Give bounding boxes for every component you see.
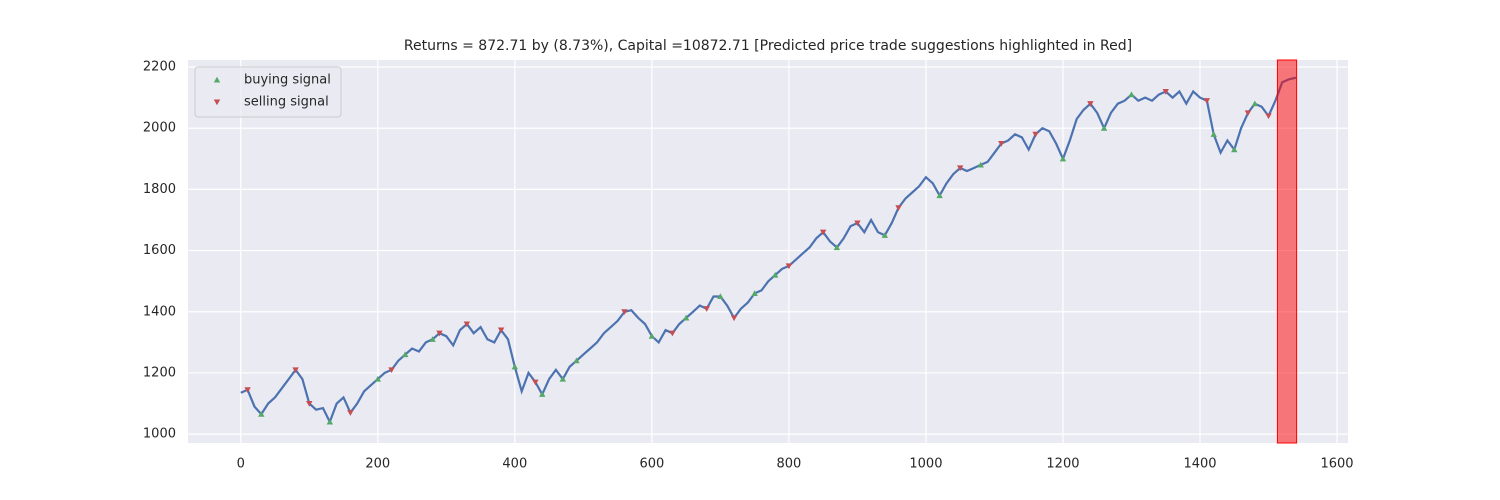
y-tick-label: 1000 <box>143 427 176 442</box>
signal-marker <box>463 321 471 328</box>
signal-marker <box>621 309 628 315</box>
y-tick-label: 2000 <box>143 121 176 136</box>
signal-marker <box>388 367 395 374</box>
legend-label: selling signal <box>244 95 329 110</box>
signal-marker <box>436 330 443 337</box>
signal-marker <box>785 263 793 270</box>
signal-marker <box>819 229 827 236</box>
signal-marker <box>648 333 656 339</box>
signal-marker <box>532 379 539 386</box>
signal-marker <box>292 367 299 374</box>
signal-marker <box>573 357 580 364</box>
signal-marker <box>881 232 889 238</box>
signal-marker <box>1265 113 1272 120</box>
signal-marker <box>1059 155 1067 162</box>
chart-title: Returns = 872.71 by (8.73%), Capital =10… <box>404 38 1132 54</box>
legend-marker <box>213 76 221 83</box>
signal-marker <box>1203 98 1211 104</box>
x-tick-label: 600 <box>639 457 664 472</box>
signal-marker <box>703 306 710 312</box>
price-line <box>240 76 1297 425</box>
x-tick-label: 1400 <box>1183 457 1216 472</box>
signal-marker <box>306 400 313 407</box>
y-tick-label: 1600 <box>143 243 176 258</box>
signal-marker <box>1032 131 1039 138</box>
signal-marker <box>258 411 265 417</box>
y-tick-label: 1800 <box>143 182 176 197</box>
signal-marker <box>682 314 690 321</box>
signal-marker <box>669 330 676 337</box>
signal-marker <box>771 271 779 278</box>
signal-marker <box>559 375 566 382</box>
signal-marker <box>895 205 902 211</box>
signal-marker <box>977 161 984 168</box>
legend-marker <box>213 99 221 106</box>
signal-marker <box>956 165 964 172</box>
x-tick-label: 1600 <box>1320 457 1353 472</box>
signal-marker <box>402 351 409 358</box>
signal-marker <box>1128 91 1135 98</box>
plot-area <box>188 60 1348 443</box>
signal-marker <box>1251 100 1259 107</box>
signal-marker <box>833 244 841 251</box>
x-tick-label: 400 <box>502 457 527 472</box>
signal-marker <box>1244 110 1252 117</box>
signal-marker <box>497 327 505 334</box>
signal-marker <box>347 410 354 416</box>
signal-marker <box>854 220 861 227</box>
y-tick-label: 2200 <box>143 60 176 75</box>
signal-marker <box>1231 146 1238 153</box>
x-tick-label: 0 <box>237 457 245 472</box>
x-tick-label: 200 <box>365 457 390 472</box>
y-tick-label: 1200 <box>143 365 176 380</box>
signal-marker <box>936 192 943 199</box>
signal-marker <box>717 293 724 300</box>
x-tick-label: 1000 <box>909 457 942 472</box>
signal-marker <box>1087 101 1094 107</box>
signal-marker <box>326 418 334 425</box>
signal-marker <box>751 290 758 296</box>
y-tick-label: 1400 <box>143 304 176 319</box>
signal-marker <box>1100 125 1108 131</box>
legend-box <box>194 66 342 118</box>
signal-marker <box>1210 131 1217 137</box>
x-tick-label: 1200 <box>1046 457 1079 472</box>
highlight-span <box>1276 59 1298 444</box>
legend-label: buying signal <box>244 73 331 88</box>
signal-marker <box>429 336 436 342</box>
signal-marker <box>730 315 738 322</box>
signal-marker <box>1162 88 1169 95</box>
x-tick-label: 800 <box>776 457 801 472</box>
signal-marker <box>998 140 1005 147</box>
signal-marker <box>244 387 251 393</box>
signal-marker <box>539 391 546 397</box>
signal-marker <box>374 375 381 382</box>
signal-marker <box>511 363 519 370</box>
